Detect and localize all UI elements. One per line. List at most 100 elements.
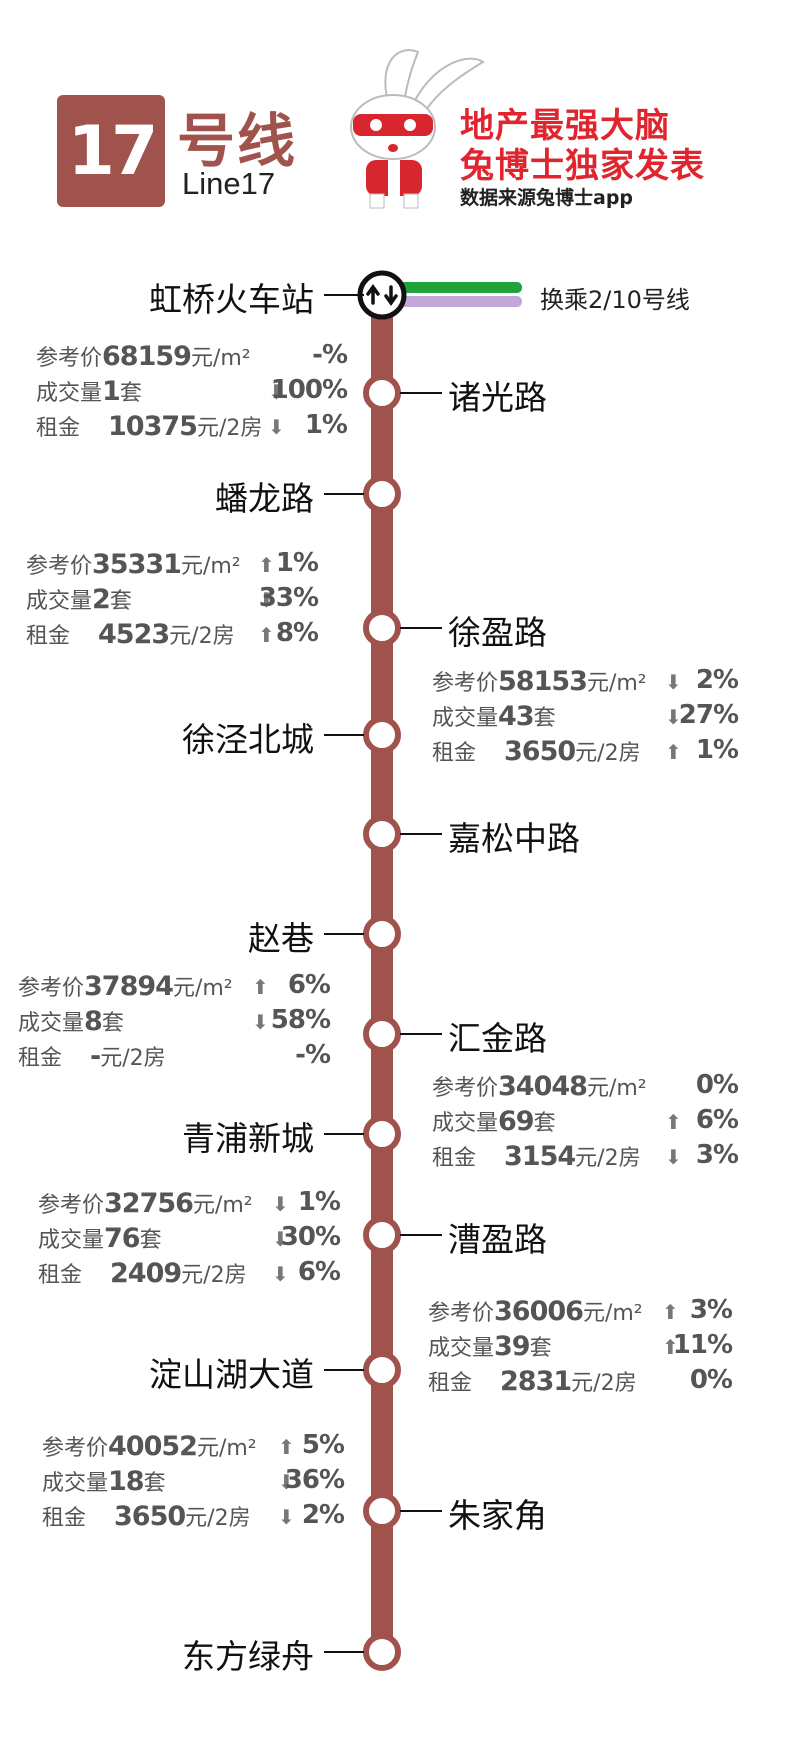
- station-connector: [400, 1510, 442, 1512]
- station-connector: [400, 1234, 442, 1236]
- stat-unit: 元/2房: [196, 416, 263, 441]
- station-connector: [400, 833, 442, 835]
- stat-unit: 元/m²: [196, 1436, 257, 1461]
- stat-percent: 8%: [275, 618, 319, 648]
- stat-value: 36006: [494, 1296, 584, 1327]
- rent-row: 租金 3650元/2房: [42, 1500, 251, 1534]
- stat-percent: -%: [295, 1040, 331, 1070]
- arrow-up-icon: ⬆: [278, 1435, 295, 1459]
- stat-percent: 2%: [301, 1500, 345, 1530]
- stat-label: 成交量: [36, 381, 103, 406]
- stat-label: 成交量: [432, 706, 499, 731]
- stat-value: 3650: [114, 1501, 186, 1532]
- stat-percent: 0%: [689, 1365, 733, 1395]
- station-node: [363, 1633, 401, 1671]
- station-connector: [400, 627, 442, 629]
- stat-label: 租金: [428, 1371, 473, 1396]
- interchange-down-arrow-icon: [384, 285, 398, 307]
- station-connector: [324, 1651, 364, 1653]
- station-connector: [324, 734, 364, 736]
- volume-row: 成交量69套: [432, 1105, 556, 1139]
- station-name: 蟠龙路: [215, 479, 314, 518]
- rent-row: 租金 3154元/2房: [432, 1140, 641, 1174]
- stat-label: 成交量: [428, 1336, 495, 1361]
- stat-value: 10375: [108, 411, 198, 442]
- station-connector: [324, 933, 364, 935]
- stat-unit: 套: [139, 1228, 162, 1253]
- arrow-up-icon: ⬆: [665, 740, 682, 764]
- station-connector: [400, 392, 442, 394]
- arrow-down-icon: ⬇: [272, 1227, 289, 1251]
- line-title-cn: 号线: [177, 107, 298, 175]
- stat-value: 58153: [498, 666, 588, 697]
- arrow-down-icon: ⬇: [268, 415, 285, 439]
- stat-label: 成交量: [432, 1111, 499, 1136]
- stat-unit: 元/m²: [586, 1076, 647, 1101]
- station-name: 嘉松中路: [448, 819, 580, 858]
- stat-value: 3154: [504, 1141, 576, 1172]
- stat-unit: 元/2房: [181, 1263, 247, 1288]
- arrow-up-icon: ⬆: [662, 1335, 679, 1359]
- stat-percent: 58%: [270, 1005, 331, 1035]
- stat-value: 40052: [108, 1431, 198, 1462]
- price-row: 参考价40052元/m²: [42, 1430, 257, 1464]
- arrow-down-icon: ⬇: [278, 1470, 295, 1494]
- stat-value: 4523: [98, 619, 170, 650]
- rent-row: 租金 -元/2房: [18, 1040, 166, 1074]
- station-connector: [400, 1033, 442, 1035]
- stat-value: 37894: [84, 971, 174, 1002]
- stat-percent: 3%: [689, 1295, 733, 1325]
- stat-label: 租金: [42, 1506, 87, 1531]
- stat-percent: 1%: [297, 1187, 341, 1217]
- station-node: [363, 475, 401, 513]
- stat-unit: 元/2房: [575, 741, 641, 766]
- arrow-down-icon: ⬇: [252, 1010, 269, 1034]
- stat-percent: 6%: [695, 1105, 739, 1135]
- stat-percent: -%: [312, 340, 348, 370]
- volume-row: 成交量2套: [26, 583, 132, 617]
- arrow-down-icon: ⬇: [665, 670, 682, 694]
- stat-value: 34048: [498, 1071, 588, 1102]
- volume-row: 成交量76套: [38, 1222, 162, 1256]
- station-connector: [324, 294, 364, 296]
- stat-value: -: [90, 1041, 101, 1072]
- stat-label: 参考价: [26, 554, 93, 579]
- stat-unit: 元/m²: [192, 1193, 253, 1218]
- stat-percent: 2%: [695, 665, 739, 695]
- station-connector: [324, 1133, 364, 1135]
- stat-value: 43: [498, 701, 535, 732]
- stat-percent: 6%: [287, 970, 331, 1000]
- stat-percent: 5%: [301, 1430, 345, 1460]
- stat-unit: 套: [109, 589, 132, 614]
- rent-row: 租金 10375元/2房: [36, 410, 262, 444]
- price-row: 参考价36006元/m²: [428, 1295, 643, 1329]
- stat-value: 18: [108, 1466, 145, 1497]
- stat-percent: 30%: [280, 1222, 341, 1252]
- volume-row: 成交量39套: [428, 1330, 552, 1364]
- rent-row: 租金 3650元/2房: [432, 735, 641, 769]
- station-name: 汇金路: [448, 1019, 547, 1058]
- stat-value: 32756: [104, 1188, 194, 1219]
- station-node: [363, 1015, 401, 1053]
- stat-value: 69: [498, 1106, 535, 1137]
- stat-unit: 元/m²: [180, 554, 241, 579]
- station-node: [363, 815, 401, 853]
- stat-label: 成交量: [42, 1471, 109, 1496]
- stat-percent: 100%: [270, 375, 348, 405]
- stat-label: 成交量: [26, 589, 93, 614]
- stat-percent: 3%: [695, 1140, 739, 1170]
- station-connector: [324, 493, 364, 495]
- arrow-down-icon: ⬇: [272, 1192, 289, 1216]
- price-row: 参考价68159元/m²: [36, 340, 251, 374]
- stat-value: 68159: [102, 341, 192, 372]
- stat-label: 参考价: [38, 1193, 105, 1218]
- volume-row: 成交量8套: [18, 1005, 124, 1039]
- stat-label: 参考价: [18, 976, 85, 1001]
- station-node: [363, 1115, 401, 1153]
- stat-value: 1: [102, 376, 121, 407]
- stat-unit: 元/2房: [100, 1046, 166, 1071]
- station-name: 徐盈路: [448, 613, 547, 652]
- arrow-up-icon: ⬆: [662, 1300, 679, 1324]
- arrow-up-icon: ⬆: [258, 623, 275, 647]
